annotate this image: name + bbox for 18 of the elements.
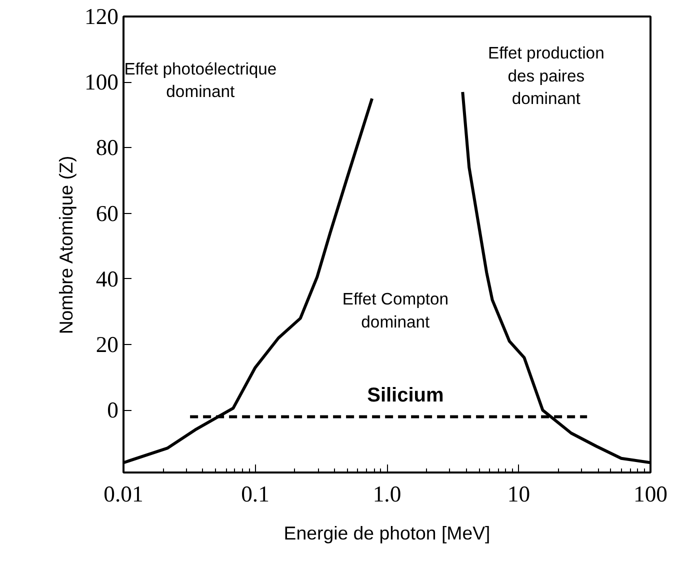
annotation: Effet photoélectrique dominant	[124, 59, 277, 102]
annotation: Silicium	[367, 384, 444, 406]
y-tick-label: 20	[96, 332, 118, 358]
x-tick-label: 0.1	[241, 482, 270, 506]
y-tick-label: 0	[107, 398, 118, 423]
y-tick-label: 40	[96, 266, 118, 292]
y-tick-label: 120	[84, 4, 118, 29]
y-tick-label: 60	[96, 200, 118, 226]
y-axis-title: Nombre Atomique (Z)	[56, 156, 77, 334]
x-axis-title: Energie de photon [MeV]	[284, 522, 490, 544]
y-tick-label: 100	[84, 70, 118, 95]
annotation: Effet Compton dominant	[342, 290, 449, 332]
annotation: Effet production des paires dominant	[488, 43, 604, 108]
x-tick-label: 1.0	[372, 482, 402, 506]
y-tick-label: 80	[96, 135, 118, 160]
x-tick-label: 10	[507, 482, 530, 506]
x-tick-label: 0.01	[104, 482, 144, 506]
x-tick-label: 100	[634, 482, 668, 506]
